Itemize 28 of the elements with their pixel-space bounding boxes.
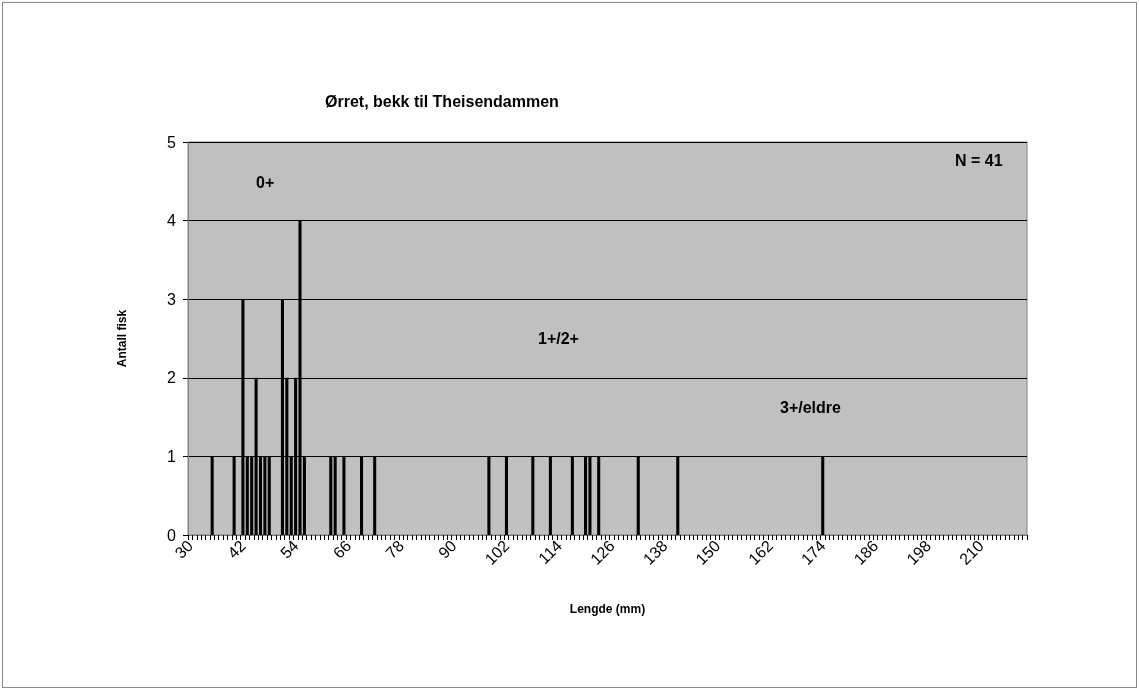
x-tick-label: 66 bbox=[329, 536, 355, 562]
y-tick-label: 2 bbox=[167, 369, 177, 387]
x-tick-label: 126 bbox=[587, 536, 618, 568]
x-tick-label: 150 bbox=[692, 536, 724, 568]
y-axis-title: Antall fisk bbox=[115, 309, 129, 368]
x-tick-label: 102 bbox=[481, 536, 513, 568]
x-tick-label: 90 bbox=[435, 536, 460, 562]
x-tick-label: 186 bbox=[850, 536, 882, 568]
x-tick-label: 174 bbox=[797, 536, 829, 568]
annotation: 0+ bbox=[256, 173, 275, 191]
y-tick-label: 4 bbox=[167, 212, 177, 230]
x-tick-label: 162 bbox=[745, 536, 777, 568]
y-tick-label: 0 bbox=[167, 526, 177, 544]
x-tick-label: 42 bbox=[224, 536, 249, 562]
x-tick-label: 198 bbox=[903, 536, 935, 568]
annotation: N = 41 bbox=[955, 151, 1003, 169]
x-axis-title: Lengde (mm) bbox=[569, 602, 646, 616]
y-tick-label: 5 bbox=[167, 133, 177, 151]
x-tick-label: 54 bbox=[277, 536, 302, 562]
annotation: 3+/eldre bbox=[780, 398, 842, 416]
x-tick-label: 210 bbox=[956, 536, 987, 568]
annotation: 1+/2+ bbox=[538, 329, 579, 347]
y-tick-label: 3 bbox=[167, 290, 177, 308]
chart-title: Ørret, bekk til Theisendammen bbox=[325, 92, 559, 110]
y-tick-label: 1 bbox=[167, 447, 177, 465]
x-tick-label: 114 bbox=[535, 536, 566, 568]
x-tick-label: 78 bbox=[382, 536, 408, 562]
x-tick-label: 138 bbox=[639, 536, 671, 568]
